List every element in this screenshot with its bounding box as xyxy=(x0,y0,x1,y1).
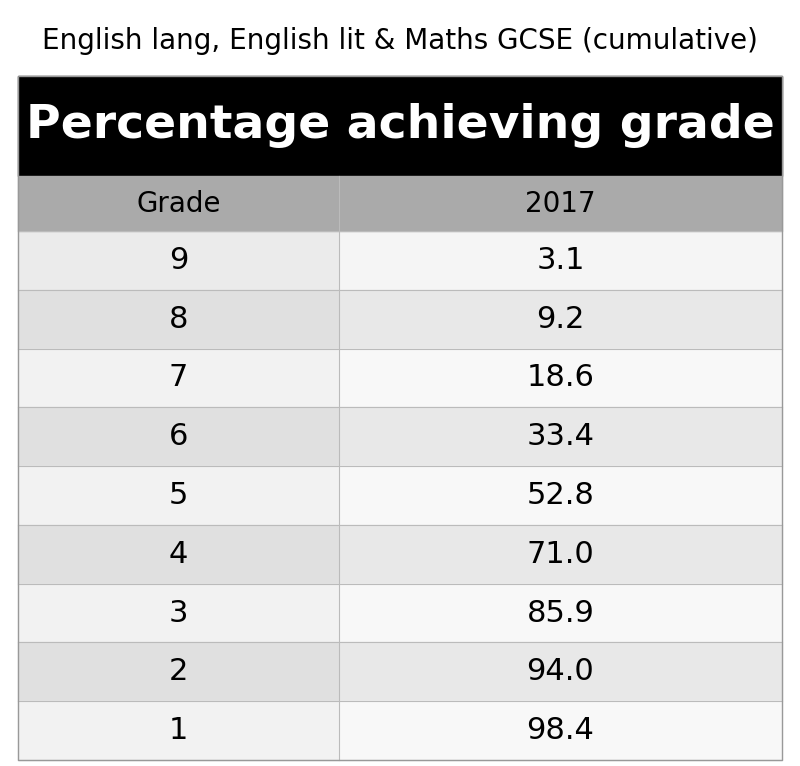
Bar xyxy=(339,231,782,290)
Bar xyxy=(18,76,782,760)
Bar xyxy=(339,349,782,408)
Text: 9.2: 9.2 xyxy=(536,305,585,334)
Text: 3.1: 3.1 xyxy=(536,246,585,275)
Bar xyxy=(18,349,339,408)
Bar xyxy=(339,525,782,584)
Text: 4: 4 xyxy=(169,540,188,569)
Text: 1: 1 xyxy=(169,716,188,745)
Text: 52.8: 52.8 xyxy=(526,481,594,510)
Text: 5: 5 xyxy=(169,481,188,510)
Text: 6: 6 xyxy=(169,422,188,451)
Bar xyxy=(339,408,782,466)
Text: 33.4: 33.4 xyxy=(526,422,594,451)
Text: 94.0: 94.0 xyxy=(526,657,594,686)
Bar xyxy=(18,76,782,176)
Text: Grade: Grade xyxy=(136,189,221,218)
Text: 2017: 2017 xyxy=(525,189,596,218)
Bar xyxy=(339,584,782,643)
Text: 3: 3 xyxy=(169,598,188,627)
Text: 9: 9 xyxy=(169,246,188,275)
Bar xyxy=(18,584,339,643)
Text: 7: 7 xyxy=(169,363,188,392)
Text: English lang, English lit & Maths GCSE (cumulative): English lang, English lit & Maths GCSE (… xyxy=(42,27,758,55)
Bar xyxy=(339,290,782,349)
Bar xyxy=(339,701,782,760)
Bar xyxy=(18,643,339,701)
Text: 85.9: 85.9 xyxy=(526,598,594,627)
Bar xyxy=(18,176,782,231)
Bar xyxy=(18,466,339,525)
Bar xyxy=(18,701,339,760)
Bar xyxy=(18,408,339,466)
Bar xyxy=(18,525,339,584)
Bar xyxy=(18,290,339,349)
Text: 2: 2 xyxy=(169,657,188,686)
Bar xyxy=(339,643,782,701)
Text: 18.6: 18.6 xyxy=(526,363,594,392)
Text: 98.4: 98.4 xyxy=(526,716,594,745)
Text: 8: 8 xyxy=(169,305,188,334)
Bar xyxy=(339,466,782,525)
Text: Percentage achieving grade: Percentage achieving grade xyxy=(26,103,774,149)
Text: 71.0: 71.0 xyxy=(526,540,594,569)
Bar xyxy=(18,231,339,290)
